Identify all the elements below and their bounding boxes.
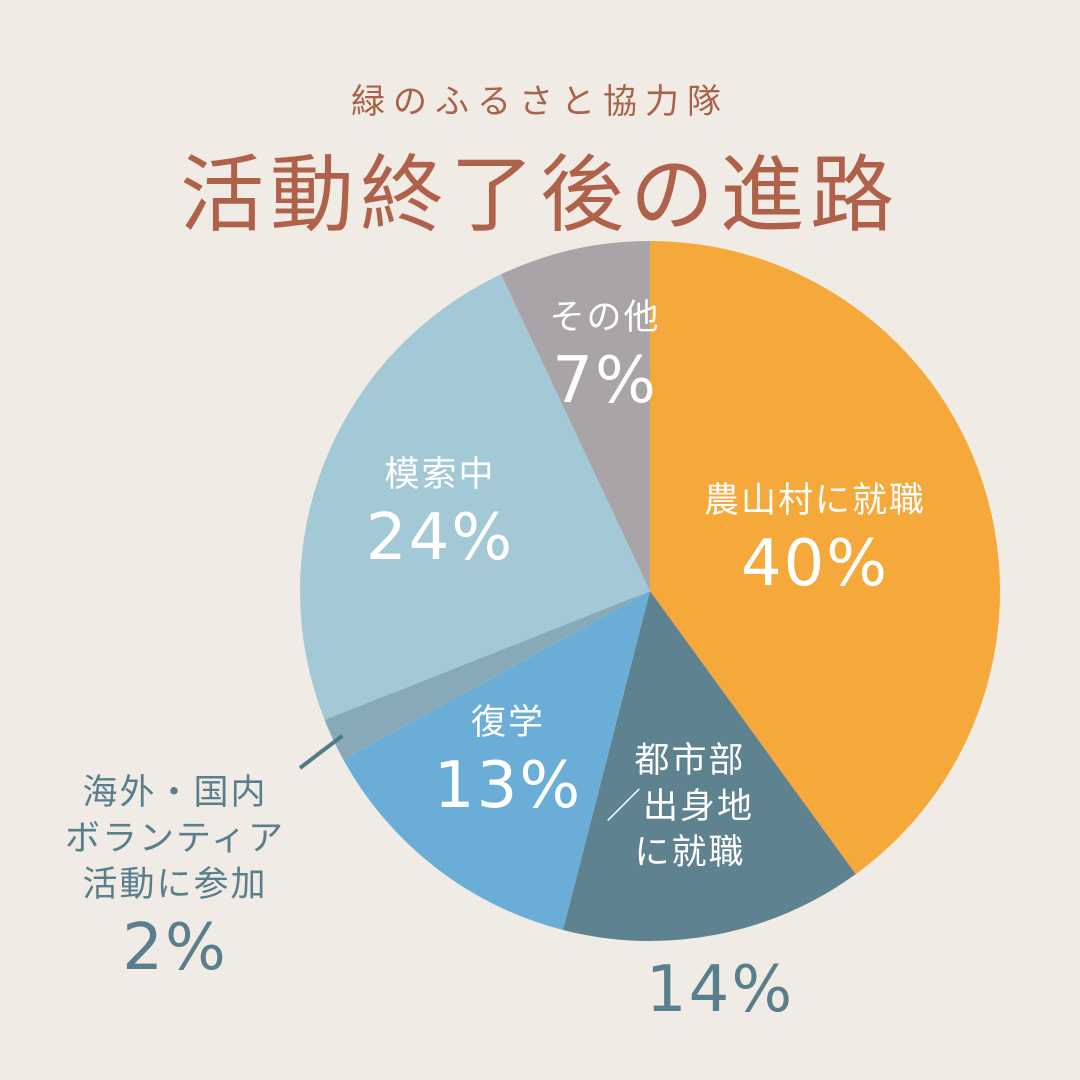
pie-slice-4 (299, 274, 650, 720)
slice-name-line: 海外・国内 (82, 773, 268, 813)
subtitle: 緑のふるさと協力隊 (351, 82, 729, 122)
pie-slice-3 (324, 591, 650, 760)
slice-name-line: ボランティア (65, 819, 285, 859)
slice-name: 復学 (470, 703, 545, 743)
pie-slice-2 (343, 591, 650, 931)
slice-value: 40% (740, 527, 890, 601)
slice-name-line: に就職 (634, 833, 746, 873)
label-slice-4: 模索中 24% (366, 452, 514, 578)
slice-value: 2% (122, 911, 228, 985)
label-slice-2: 復学 13% (434, 700, 582, 826)
pie-slice-1 (562, 591, 856, 941)
slice-name: その他 (549, 298, 661, 338)
slice-value: 7% (552, 344, 658, 418)
label-slice-3: 海外・国内 ボランティア 活動に参加 2% (65, 770, 285, 988)
pie-slice-5 (500, 241, 650, 591)
pie-slice-0 (650, 241, 1000, 875)
label-slice-1: 都市部 ／出身地 に就職 (606, 738, 754, 876)
slice-name-line: 都市部 (634, 741, 746, 781)
chart-title: 活動終了後の進路 (179, 146, 900, 244)
slice-name-line: ／出身地 (605, 787, 755, 827)
slice-value: 14% (645, 953, 795, 1027)
slice-value: 24% (365, 501, 515, 575)
slice-name: 模索中 (384, 455, 496, 495)
slice-value: 13% (433, 749, 583, 823)
label-slice-0: 農山村に就職 40% (704, 478, 926, 604)
slice-name-line: 活動に参加 (82, 865, 268, 905)
slice-name: 農山村に就職 (703, 481, 927, 521)
leader-line (298, 734, 344, 770)
label-slice-5: その他 7% (549, 295, 660, 421)
value-slice-1: 14% (646, 950, 794, 1030)
